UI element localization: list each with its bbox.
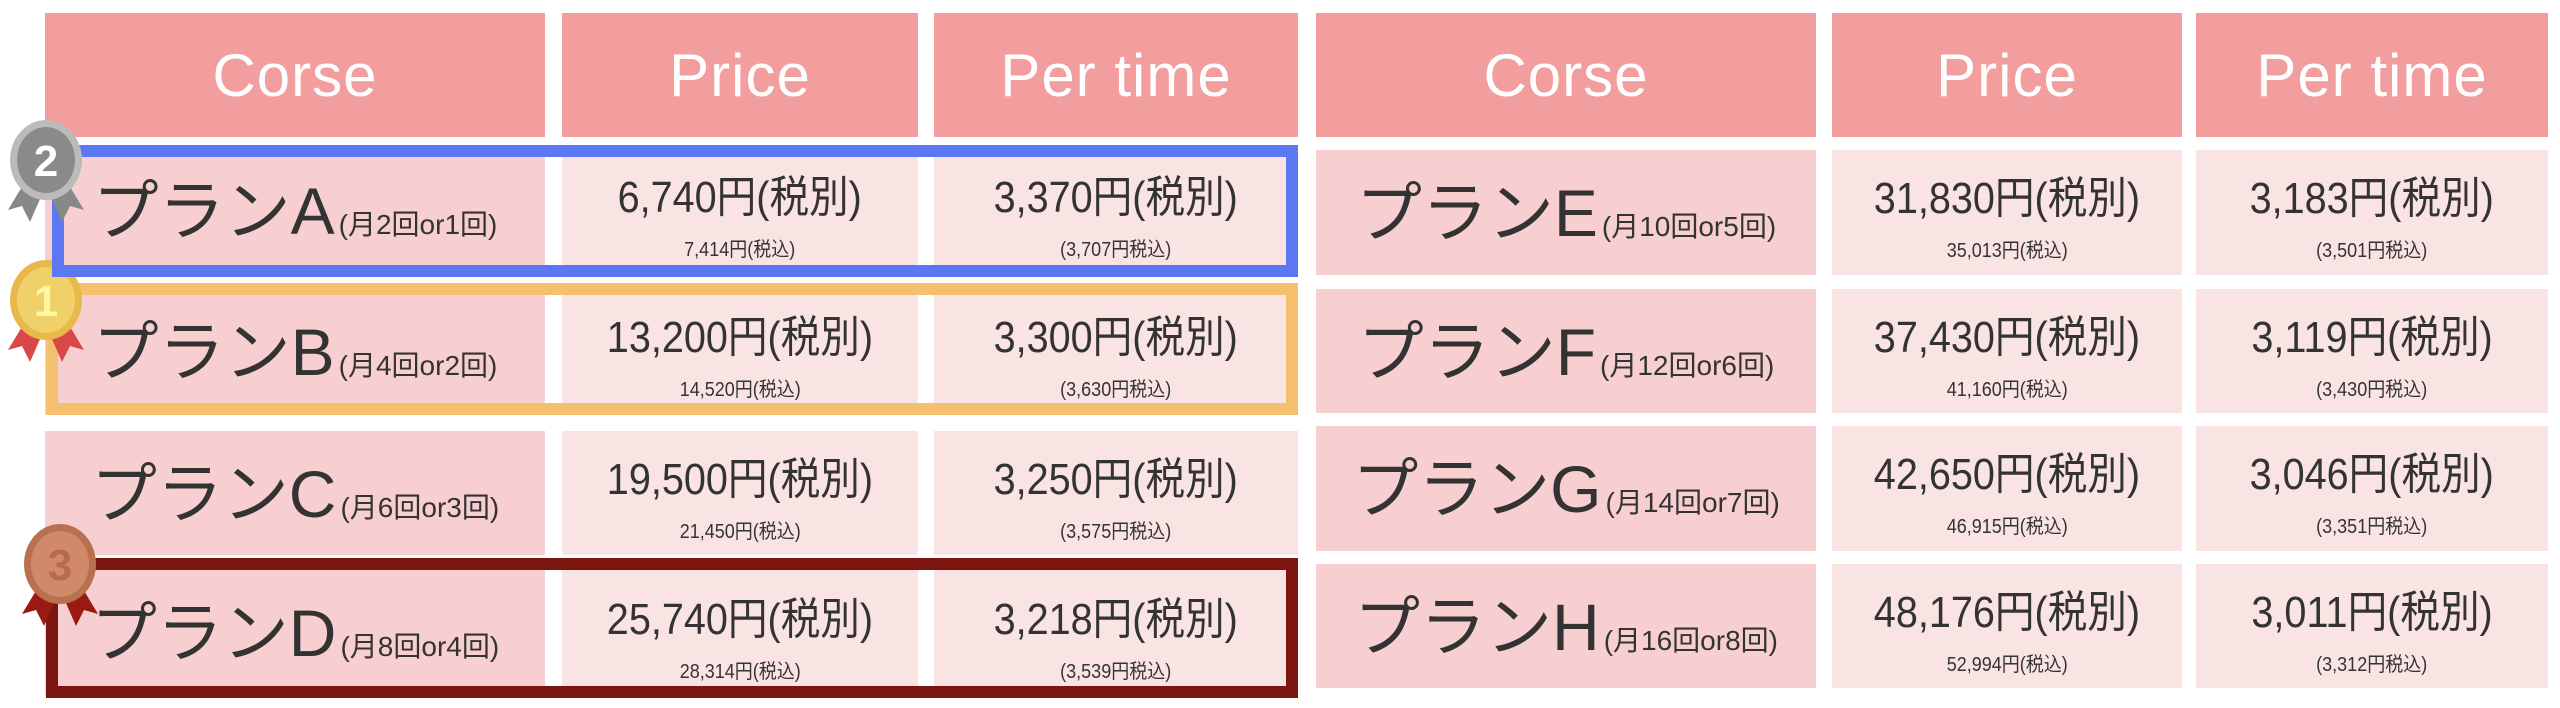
per-time-cell: 3,183円(税別) (3,501円税込) <box>2196 150 2548 275</box>
price-excl-tax: 31,830円(税別) <box>1873 174 2141 223</box>
price-excl-tax: 3,250円(税別) <box>993 454 1239 504</box>
column-header: Price <box>562 13 918 137</box>
plan-name: プランC <box>90 457 337 531</box>
column-header: Corse <box>1316 13 1816 137</box>
per-time-cell: 3,300円(税別) (3,630円税込) <box>934 289 1298 414</box>
price-incl-tax: 21,450円(税込) <box>679 520 801 543</box>
price-excl-tax: 13,200円(税別) <box>606 313 874 362</box>
plan-frequency: (月12回or6回) <box>1600 350 1775 381</box>
plan-frequency: (月4回or2回) <box>338 350 498 381</box>
rank-2-highlight-frame <box>52 145 1298 277</box>
column-header: Per time <box>934 13 1298 137</box>
per-time-cell: 3,218円(税別) (3,539円税込) <box>934 570 1298 696</box>
price-incl-tax: (3,312円税込) <box>2316 653 2428 676</box>
price-excl-tax: 25,740円(税別) <box>606 594 874 644</box>
medal-rank: 2 <box>34 137 58 186</box>
per-time-cell: 3,119円(税別) (3,430円税込) <box>2196 289 2548 413</box>
plan-frequency: (月6回or3回) <box>340 492 500 523</box>
price-cell: 6,740円(税別) 7,414円(税込) <box>562 148 918 274</box>
price-incl-tax: 7,414円(税込) <box>684 238 796 261</box>
price-cell: 31,830円(税別) 35,013円(税込) <box>1832 150 2182 275</box>
plan-cell: プランD (月8回or4回) <box>45 570 545 696</box>
price-incl-tax: 14,520円(税込) <box>679 379 801 401</box>
plan-name: プランH <box>1354 590 1600 664</box>
plan-cell: プランF (月12回or6回) <box>1316 289 1816 413</box>
silver-medal-icon: 2 <box>4 118 88 228</box>
plan-name: プランB <box>92 315 335 389</box>
price-excl-tax: 3,119円(税別) <box>2251 312 2493 362</box>
price-incl-tax: (3,430円税込) <box>2316 378 2428 401</box>
price-incl-tax: 41,160円(税込) <box>1946 378 2068 401</box>
price-cell: 13,200円(税別) 14,520円(税込) <box>562 289 918 414</box>
plan-frequency: (月16回or8回) <box>1603 625 1778 656</box>
price-excl-tax: 37,430円(税別) <box>1873 312 2141 362</box>
column-header: Per time <box>2196 13 2548 137</box>
price-cell: 37,430円(税別) 41,160円(税込) <box>1832 289 2182 413</box>
column-header: Price <box>1832 13 2182 137</box>
price-incl-tax: (3,351円税込) <box>2316 516 2428 538</box>
plan-name: プランA <box>92 174 335 248</box>
price-cell: 42,650円(税別) 46,915円(税込) <box>1832 426 2182 551</box>
price-incl-tax: 46,915円(税込) <box>1946 516 2068 538</box>
plan-cell: プランH (月16回or8回) <box>1316 564 1816 688</box>
plan-name: プランE <box>1355 176 1598 250</box>
plan-frequency: (月14回or7回) <box>1605 487 1780 518</box>
price-incl-tax: (3,575円税込) <box>1060 520 1172 543</box>
price-cell: 25,740円(税別) 28,314円(税込) <box>562 570 918 696</box>
price-cell: 19,500円(税別) 21,450円(税込) <box>562 431 918 555</box>
price-excl-tax: 48,176円(税別) <box>1873 587 2141 637</box>
rank-1-highlight-frame <box>46 283 1298 415</box>
plan-frequency: (月2回or1回) <box>338 209 498 240</box>
plan-name: プランF <box>1357 315 1597 389</box>
price-excl-tax: 42,650円(税別) <box>1873 450 2141 499</box>
price-incl-tax: (3,707円税込) <box>1060 238 1172 261</box>
plan-cell: プランE (月10回or5回) <box>1316 150 1816 275</box>
bronze-medal-icon: 3 <box>18 522 102 632</box>
price-incl-tax: (3,630円税込) <box>1060 379 1172 401</box>
column-header: Corse <box>45 13 545 137</box>
medal-rank: 1 <box>34 277 58 326</box>
price-excl-tax: 6,740円(税別) <box>617 172 863 222</box>
price-incl-tax: 35,013円(税込) <box>1946 240 2068 262</box>
plan-cell: プランA (月2回or1回) <box>45 148 545 274</box>
plan-cell: プランG (月14回or7回) <box>1316 426 1816 551</box>
per-time-cell: 3,370円(税別) (3,707円税込) <box>934 148 1298 274</box>
price-cell: 48,176円(税別) 52,994円(税込) <box>1832 564 2182 688</box>
price-incl-tax: (3,501円税込) <box>2316 240 2428 262</box>
price-incl-tax: (3,539円税込) <box>1060 660 1172 683</box>
price-incl-tax: 28,314円(税込) <box>679 660 801 683</box>
price-incl-tax: 52,994円(税込) <box>1946 653 2068 676</box>
price-excl-tax: 3,300円(税別) <box>993 313 1239 362</box>
per-time-cell: 3,250円(税別) (3,575円税込) <box>934 431 1298 555</box>
price-excl-tax: 3,370円(税別) <box>993 172 1239 222</box>
plan-cell: プランC (月6回or3回) <box>45 431 545 555</box>
plan-frequency: (月10回or5回) <box>1601 211 1777 242</box>
gold-medal-icon: 1 <box>4 258 88 368</box>
price-excl-tax: 19,500円(税別) <box>606 454 874 504</box>
rank-3-highlight-frame <box>46 558 1298 698</box>
plan-cell: プランB (月4回or2回) <box>45 289 545 414</box>
medal-rank: 3 <box>48 541 72 590</box>
plan-frequency: (月8回or4回) <box>340 631 500 662</box>
price-excl-tax: 3,011円(税別) <box>2251 587 2493 637</box>
price-excl-tax: 3,046円(税別) <box>2249 450 2495 499</box>
price-excl-tax: 3,183円(税別) <box>2249 174 2495 223</box>
plan-name: プランG <box>1352 452 1602 526</box>
per-time-cell: 3,011円(税別) (3,312円税込) <box>2196 564 2548 688</box>
plan-name: プランD <box>90 596 337 670</box>
per-time-cell: 3,046円(税別) (3,351円税込) <box>2196 426 2548 551</box>
price-excl-tax: 3,218円(税別) <box>993 594 1239 644</box>
